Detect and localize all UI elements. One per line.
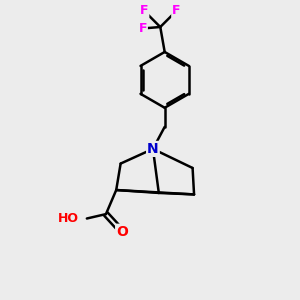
Text: F: F [172, 4, 181, 17]
Text: F: F [138, 22, 147, 35]
Text: O: O [116, 225, 128, 239]
Text: HO: HO [58, 212, 79, 225]
Text: N: N [147, 142, 159, 156]
Text: F: F [140, 4, 148, 17]
